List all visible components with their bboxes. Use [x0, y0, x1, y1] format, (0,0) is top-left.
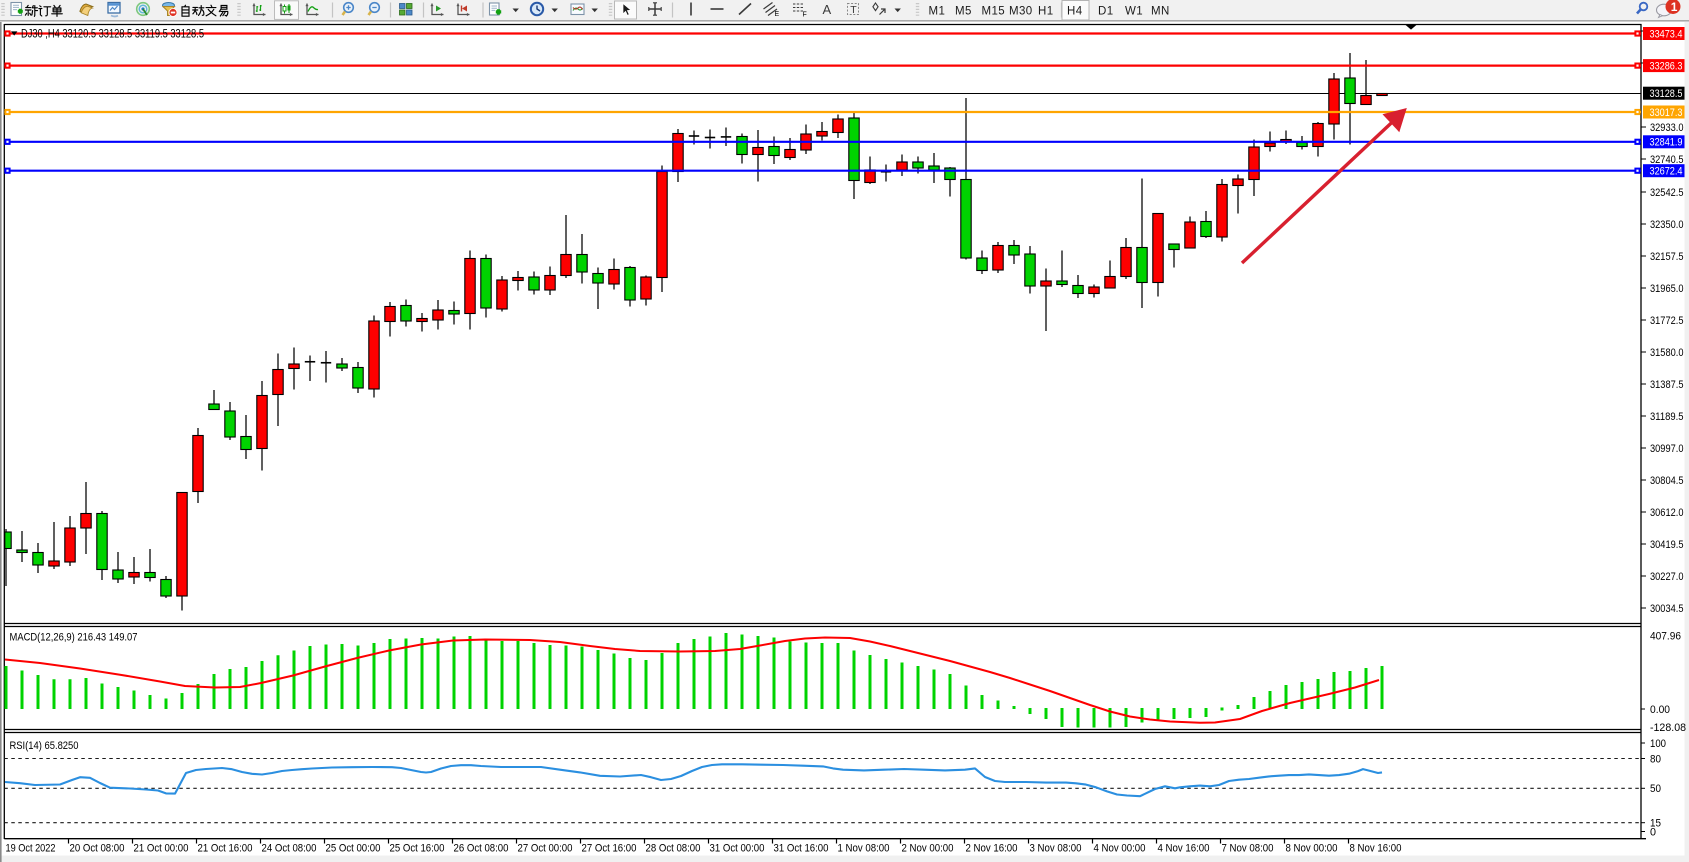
svg-text:2 Nov 16:00: 2 Nov 16:00 [966, 843, 1018, 855]
svg-text:33128.5: 33128.5 [1650, 88, 1683, 100]
svg-text:31189.5: 31189.5 [1650, 411, 1684, 423]
svg-text:30034.5: 30034.5 [1650, 603, 1684, 615]
svg-text:24 Oct 08:00: 24 Oct 08:00 [262, 843, 317, 855]
svg-text:30227.0: 30227.0 [1650, 571, 1684, 583]
svg-text:A: A [823, 2, 832, 17]
svg-text:D1: D1 [1098, 6, 1114, 18]
svg-text:27 Oct 16:00: 27 Oct 16:00 [582, 843, 637, 855]
svg-text:W1: W1 [1125, 6, 1143, 18]
svg-text:8 Nov 16:00: 8 Nov 16:00 [1350, 843, 1402, 855]
svg-text:32740.5: 32740.5 [1650, 154, 1684, 166]
svg-text:80: 80 [1650, 753, 1661, 765]
svg-text:M1: M1 [929, 6, 946, 18]
svg-text:32672.4: 32672.4 [1650, 166, 1683, 178]
svg-text:8 Nov 00:00: 8 Nov 00:00 [1286, 843, 1338, 855]
svg-text:30997.0: 30997.0 [1650, 443, 1684, 455]
svg-text:3 Nov 08:00: 3 Nov 08:00 [1030, 843, 1082, 855]
svg-text:E: E [775, 11, 780, 18]
svg-text:33286.3: 33286.3 [1650, 61, 1683, 73]
svg-text:MN: MN [1151, 6, 1170, 18]
svg-text:33473.4: 33473.4 [1650, 28, 1683, 40]
svg-text:M30: M30 [1009, 6, 1033, 18]
svg-text:31772.5: 31772.5 [1650, 315, 1684, 327]
svg-text:1: 1 [1671, 0, 1678, 14]
svg-text:4 Nov 00:00: 4 Nov 00:00 [1094, 843, 1146, 855]
svg-text:-128.08: -128.08 [1650, 722, 1686, 734]
svg-text:DJ30 ,H4 33120.5 33128.5 3311: DJ30 ,H4 33120.5 33128.5 33119.5 33128.5 [21, 28, 204, 40]
svg-text:31 Oct 00:00: 31 Oct 00:00 [710, 843, 765, 855]
svg-text:32841.9: 32841.9 [1650, 137, 1683, 149]
svg-text:4 Nov 16:00: 4 Nov 16:00 [1158, 843, 1210, 855]
svg-text:19 Oct 2022: 19 Oct 2022 [6, 843, 56, 855]
svg-text:0: 0 [1650, 826, 1656, 838]
svg-text:0.00: 0.00 [1650, 704, 1670, 716]
svg-text:F: F [803, 12, 807, 19]
svg-text:21 Oct 00:00: 21 Oct 00:00 [134, 843, 189, 855]
svg-text:7 Nov 08:00: 7 Nov 08:00 [1222, 843, 1274, 855]
svg-text:H1: H1 [1038, 6, 1054, 18]
svg-text:T: T [850, 4, 857, 16]
svg-text:25 Oct 00:00: 25 Oct 00:00 [326, 843, 381, 855]
svg-text:MACD(12,26,9) 216.43 149.07: MACD(12,26,9) 216.43 149.07 [10, 632, 138, 644]
svg-text:15: 15 [1650, 818, 1661, 830]
svg-text:33017.3: 33017.3 [1650, 107, 1683, 119]
svg-text:21 Oct 16:00: 21 Oct 16:00 [198, 843, 253, 855]
svg-text:27 Oct 00:00: 27 Oct 00:00 [518, 843, 573, 855]
svg-text:M5: M5 [955, 6, 972, 18]
svg-text:M15: M15 [982, 6, 1006, 18]
svg-text:20 Oct 08:00: 20 Oct 08:00 [70, 843, 125, 855]
svg-text:32157.5: 32157.5 [1650, 251, 1684, 263]
svg-text:31965.0: 31965.0 [1650, 283, 1684, 295]
svg-text:32542.5: 32542.5 [1650, 187, 1684, 199]
svg-text:30612.0: 30612.0 [1650, 507, 1684, 519]
svg-text:31 Oct 16:00: 31 Oct 16:00 [774, 843, 829, 855]
svg-text:31387.5: 31387.5 [1650, 379, 1684, 391]
svg-text:25 Oct 16:00: 25 Oct 16:00 [390, 843, 445, 855]
svg-text:26 Oct 08:00: 26 Oct 08:00 [454, 843, 509, 855]
svg-text:30419.5: 30419.5 [1650, 539, 1684, 551]
svg-text:50: 50 [1650, 783, 1661, 795]
svg-text:407.96: 407.96 [1650, 630, 1681, 642]
svg-text:100: 100 [1650, 738, 1666, 750]
svg-text:32350.0: 32350.0 [1650, 219, 1684, 231]
svg-text:2 Nov 00:00: 2 Nov 00:00 [902, 843, 954, 855]
svg-text:32933.0: 32933.0 [1650, 122, 1684, 134]
svg-text:H4: H4 [1067, 6, 1083, 18]
svg-text:RSI(14) 65.8250: RSI(14) 65.8250 [10, 740, 79, 752]
svg-text:28 Oct 08:00: 28 Oct 08:00 [646, 843, 701, 855]
svg-text:1 Nov 08:00: 1 Nov 08:00 [838, 843, 890, 855]
svg-text:31580.0: 31580.0 [1650, 347, 1684, 359]
svg-text:30804.5: 30804.5 [1650, 475, 1684, 487]
